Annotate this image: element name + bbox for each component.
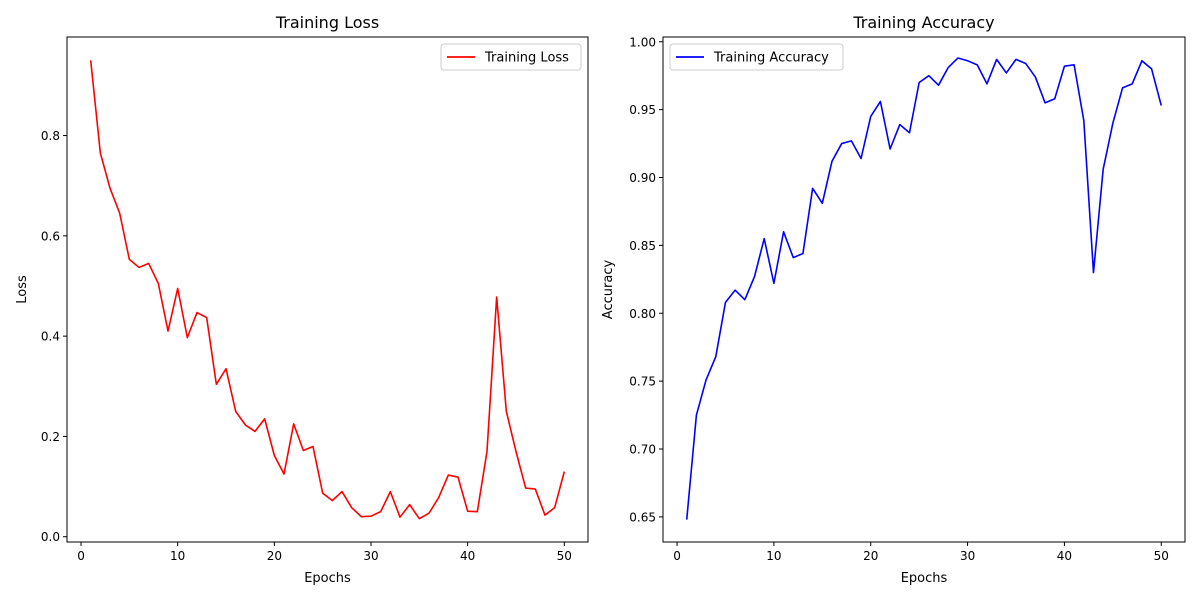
accuracy-legend: Training Accuracy [669,43,844,71]
accuracy-x-tick-label: 30 [960,549,975,563]
loss-y-tick-label: 0.4 [41,330,60,344]
accuracy-series-line [685,57,1163,520]
accuracy-x-tick-label: 50 [1154,549,1169,563]
accuracy-y-tick-label: 0.70 [629,443,656,457]
accuracy-chart-title: Training Accuracy [852,13,994,32]
loss-legend-box [440,43,582,71]
accuracy-x-tick-label: 10 [766,549,781,563]
loss-y-tick-label: 0.0 [41,530,60,544]
loss-x-tick-label: 10 [170,549,185,563]
accuracy-y-tick-label: 0.65 [629,510,656,524]
accuracy-legend-label: Training Accuracy [713,51,829,66]
loss-x-tick-label: 40 [460,549,475,563]
loss-x-tick-label: 50 [557,549,572,563]
loss-y-tick-label: 0.2 [41,430,60,444]
accuracy-x-tick-label: 0 [673,549,681,563]
accuracy-y-tick-label: 0.80 [629,307,656,321]
loss-legend: Training Loss [440,43,582,71]
accuracy-x-tick-label: 20 [863,549,878,563]
accuracy-y-tick-label: 0.95 [629,103,656,117]
loss-x-tick-label: 0 [77,549,85,563]
loss-x-tick-label: 30 [363,549,378,563]
accuracy-y-tick-label: 0.90 [629,171,656,185]
loss-legend-label: Training Loss [484,51,569,66]
loss-axes-frame [66,36,589,543]
accuracy-x-axis-label: Epochs [901,571,948,586]
accuracy-legend-box [669,43,844,71]
loss-y-tick-label: 0.8 [41,129,60,143]
loss-x-axis-label: Epochs [304,571,351,586]
accuracy-y-tick-label: 0.85 [629,239,656,253]
loss-y-tick-label: 0.6 [41,229,60,243]
loss-chart-title: Training Loss [275,13,379,32]
accuracy-y-tick-label: 0.75 [629,375,656,389]
loss-y-axis-label: Loss [15,275,30,304]
accuracy-chart: Training Accuracy 0 10 20 30 40 50 0.65 0.70 0.75… [601,13,1186,586]
accuracy-y-tick-label: 1.00 [629,35,656,49]
loss-chart: Training Loss 0 10 20 30 40 50 0.0 0.2 0.4 0.6 0.8 E… [15,13,589,586]
accuracy-y-axis-label: Accuracy [601,260,616,320]
accuracy-axes-frame [662,36,1186,543]
accuracy-x-tick-label: 40 [1057,549,1072,563]
loss-series-line [89,60,566,520]
loss-x-tick-label: 20 [267,549,282,563]
